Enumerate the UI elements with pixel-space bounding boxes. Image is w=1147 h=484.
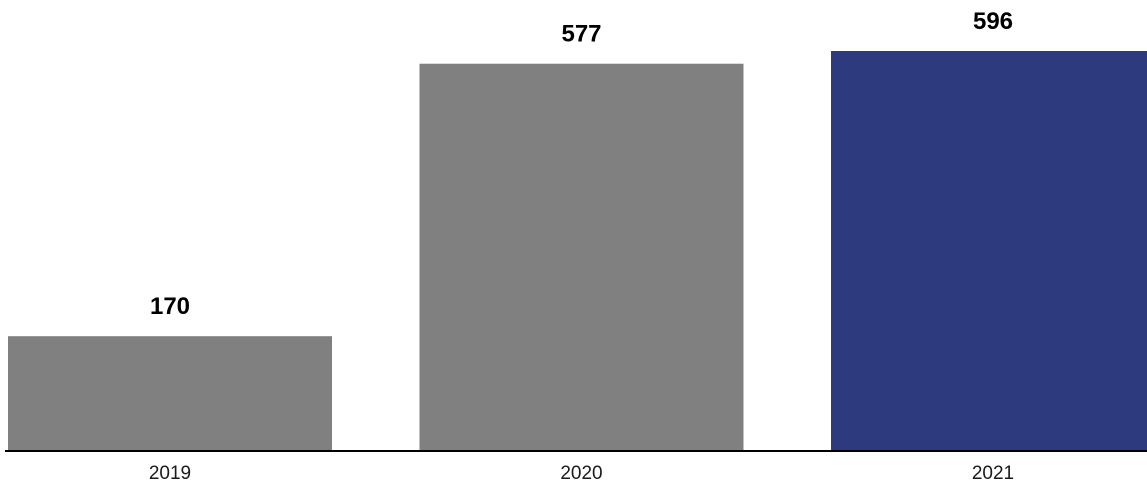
bar-2020 bbox=[419, 63, 744, 451]
x-tick-labels-group: 2019 2020 2021 bbox=[149, 463, 1014, 484]
x-tick-label-2019: 2019 bbox=[149, 463, 191, 484]
x-tick-label-2021: 2021 bbox=[972, 463, 1014, 484]
x-tick-label-2020: 2020 bbox=[560, 463, 602, 484]
data-label-2019: 170 bbox=[150, 293, 190, 320]
data-label-2020: 577 bbox=[561, 21, 601, 48]
bar-2021 bbox=[831, 51, 1147, 450]
bars-group bbox=[8, 51, 1147, 451]
bar-2019 bbox=[8, 336, 332, 450]
value-labels-group: 170 577 596 bbox=[150, 8, 1013, 320]
data-label-2021: 596 bbox=[973, 8, 1013, 35]
